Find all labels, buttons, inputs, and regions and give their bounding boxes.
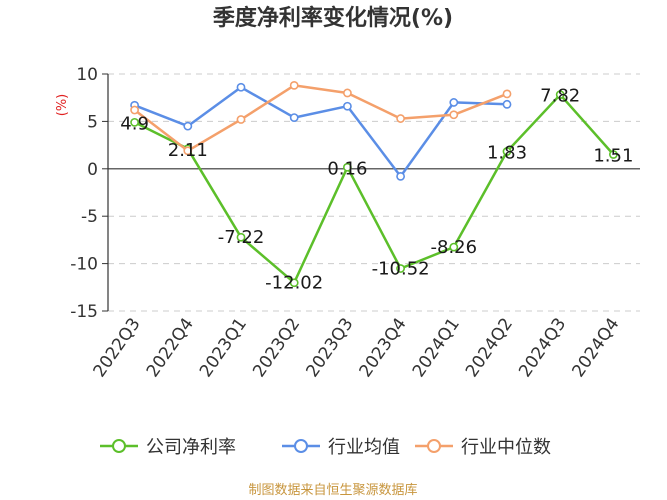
data-point: [289, 80, 299, 90]
data-point: [342, 88, 352, 98]
x-tick-label: 2024Q1: [409, 314, 464, 381]
y-tick-label: 0: [87, 160, 98, 180]
x-tick-label: 2022Q4: [143, 314, 198, 381]
data-label: 1.83: [487, 142, 527, 163]
y-tick-label: 10: [76, 65, 98, 85]
y-tick-label: 5: [87, 112, 98, 132]
series-line: [134, 93, 615, 284]
data-point: [502, 147, 512, 156]
x-tick-label: 2023Q3: [302, 314, 357, 381]
data-label: 7.82: [540, 86, 580, 107]
data-point: [396, 171, 405, 181]
legend-marker: [427, 439, 441, 453]
data-point: [236, 232, 246, 242]
data-point: [609, 150, 618, 159]
data-point: [449, 98, 459, 107]
x-tick-label: 2024Q2: [462, 314, 517, 381]
legend: 公司净利率 行业均值 行业中位数: [100, 437, 551, 458]
x-tick-label: 2022Q3: [90, 314, 145, 381]
y-tick-label: -15: [70, 302, 98, 322]
data-point: [449, 110, 459, 120]
data-label: -8.26: [431, 237, 478, 258]
data-label: 0.16: [327, 158, 367, 179]
data-point: [183, 146, 193, 156]
legend-item: 行业中位数: [415, 437, 551, 458]
data-point: [130, 117, 139, 127]
data-label: -10.52: [372, 259, 430, 280]
data-point: [183, 121, 193, 131]
data-label: 1.51: [593, 145, 633, 166]
legend-label: 行业中位数: [461, 437, 551, 458]
data-label: -7.22: [218, 227, 265, 248]
chart-title: 季度净利率变化情况(%): [213, 5, 453, 31]
data-point: [289, 278, 299, 288]
legend-marker: [294, 439, 308, 453]
data-label: 4.9: [120, 113, 149, 134]
data-label: -12.02: [265, 273, 323, 294]
data-point: [289, 113, 299, 123]
data-point: [502, 99, 512, 109]
y-axis-unit: (%): [55, 94, 70, 117]
legend-item: 公司净利率: [100, 437, 236, 458]
data-point: [396, 264, 405, 273]
legend-label: 行业均值: [328, 437, 400, 458]
series-1: [130, 82, 512, 181]
data-labels: 4.9 2.11 -7.22 -12.02 0.16 -10.52-8.26 1.83 7.8…: [120, 86, 633, 294]
data-point: [130, 105, 139, 115]
data-point: [236, 82, 246, 92]
x-tick-label: 2024Q3: [515, 314, 570, 381]
data-point: [236, 115, 246, 124]
series-lines: [130, 80, 618, 288]
data-source: 制图数据来自恒生聚源数据库: [248, 482, 417, 498]
series-0: [130, 90, 618, 288]
legend-item: 行业均值: [282, 437, 400, 458]
data-point: [396, 114, 405, 123]
series-line: [133, 84, 508, 153]
x-tick-label: 2024Q4: [568, 314, 623, 381]
data-point: [449, 242, 459, 252]
x-tick-label: 2023Q1: [196, 314, 251, 381]
legend-label: 公司净利率: [146, 437, 236, 458]
legend-marker: [112, 439, 126, 453]
data-point: [342, 162, 352, 172]
x-tick-label: 2023Q2: [249, 314, 304, 381]
y-tick-label: -10: [70, 255, 98, 275]
data-label: 2.11: [168, 140, 208, 161]
data-point: [502, 89, 512, 99]
data-point: [555, 90, 565, 100]
y-tick-label: -5: [81, 207, 98, 227]
data-point: [342, 101, 352, 111]
x-tick-label: 2023Q4: [356, 314, 411, 381]
series-2: [130, 80, 512, 156]
